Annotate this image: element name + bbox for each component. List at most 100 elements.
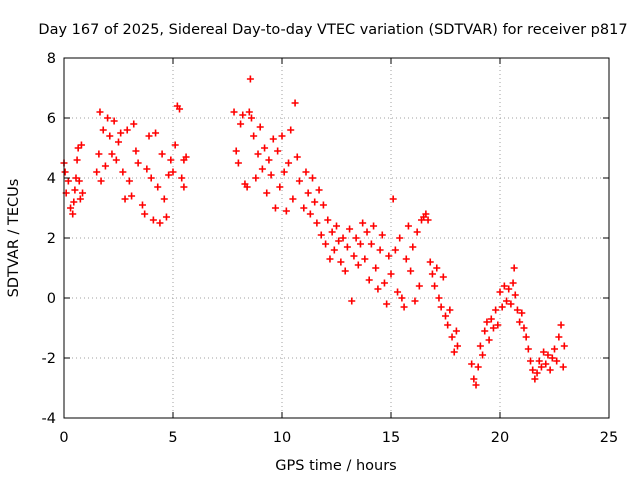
- data-point: [374, 285, 382, 293]
- data-point: [115, 138, 122, 146]
- data-point: [503, 297, 511, 305]
- data-point: [437, 303, 445, 311]
- x-tick-label: 0: [59, 430, 68, 446]
- data-point: [180, 183, 188, 191]
- data-point: [265, 156, 273, 164]
- y-tick-label: -4: [42, 411, 56, 427]
- data-point: [442, 312, 449, 320]
- data-point: [483, 318, 491, 326]
- data-point: [69, 210, 77, 218]
- data-point: [232, 147, 240, 155]
- data-point: [409, 243, 417, 251]
- data-point: [134, 159, 142, 167]
- data-point: [511, 291, 519, 299]
- y-tick-label: 2: [47, 231, 56, 247]
- data-point: [130, 120, 138, 128]
- data-point: [548, 354, 556, 362]
- data-point: [341, 267, 349, 275]
- data-point: [247, 114, 255, 122]
- data-point: [494, 321, 502, 329]
- data-point: [76, 195, 84, 203]
- x-axis-label: GPS time / hours: [275, 458, 396, 474]
- data-point: [315, 186, 323, 194]
- data-point: [407, 267, 415, 275]
- data-point: [383, 300, 391, 308]
- data-point: [557, 321, 565, 329]
- data-point: [431, 282, 439, 290]
- data-point: [524, 345, 532, 353]
- data-point: [93, 168, 101, 176]
- data-point: [350, 252, 358, 260]
- data-point: [258, 165, 266, 173]
- data-point: [302, 168, 310, 176]
- data-point: [510, 264, 518, 272]
- data-point: [559, 363, 567, 371]
- data-point: [250, 132, 258, 140]
- data-point: [234, 159, 242, 167]
- data-point: [424, 216, 432, 224]
- data-point: [96, 108, 104, 116]
- data-point: [529, 366, 537, 374]
- data-point: [182, 153, 190, 161]
- data-point: [476, 342, 484, 350]
- data-point: [485, 336, 493, 344]
- data-point: [167, 156, 175, 164]
- data-point: [544, 351, 552, 359]
- data-point: [245, 108, 253, 116]
- data-point: [176, 105, 184, 113]
- data-point: [319, 201, 327, 209]
- data-point: [149, 216, 157, 224]
- data-point: [309, 174, 317, 182]
- data-point: [293, 153, 301, 161]
- data-point: [110, 117, 118, 125]
- data-point: [67, 204, 75, 212]
- data-point: [520, 324, 528, 332]
- data-point: [156, 219, 164, 227]
- data-point: [278, 132, 286, 140]
- data-points: [60, 75, 568, 389]
- data-point: [352, 234, 360, 242]
- data-point: [239, 111, 247, 119]
- data-point: [178, 174, 186, 182]
- data-point: [396, 234, 404, 242]
- data-point: [391, 246, 399, 254]
- y-tick-label: -2: [42, 351, 56, 367]
- data-point: [169, 168, 177, 176]
- data-point: [306, 210, 314, 218]
- data-point: [481, 327, 489, 335]
- data-point: [138, 201, 146, 209]
- data-point: [346, 225, 354, 233]
- data-point: [326, 255, 334, 263]
- data-point: [128, 192, 136, 200]
- data-point: [317, 231, 325, 239]
- data-point: [158, 150, 166, 158]
- data-point: [363, 228, 371, 236]
- data-point: [527, 357, 535, 365]
- data-point: [254, 150, 262, 158]
- x-tick-label: 10: [273, 430, 291, 446]
- data-point: [141, 210, 149, 218]
- chart-title: Day 167 of 2025, Sidereal Day-to-day VTE…: [38, 22, 627, 38]
- data-point: [75, 177, 83, 185]
- data-point: [507, 300, 515, 308]
- x-tick-label: 5: [168, 430, 177, 446]
- data-point: [446, 306, 454, 314]
- data-point: [444, 321, 452, 329]
- data-point: [496, 288, 504, 296]
- data-point: [261, 144, 269, 152]
- y-axis-label: SDTVAR / TECUs: [6, 179, 22, 298]
- data-point: [450, 348, 458, 356]
- data-point: [339, 234, 347, 242]
- data-point: [77, 141, 85, 149]
- data-point: [70, 198, 78, 206]
- data-point: [291, 99, 299, 107]
- data-point: [540, 348, 548, 356]
- data-point: [546, 366, 554, 374]
- data-point: [237, 120, 245, 128]
- data-point: [533, 369, 541, 377]
- data-point: [535, 357, 543, 365]
- data-point: [359, 219, 367, 227]
- data-point: [487, 315, 495, 323]
- y-tick-label: 0: [47, 291, 56, 307]
- data-point: [372, 264, 380, 272]
